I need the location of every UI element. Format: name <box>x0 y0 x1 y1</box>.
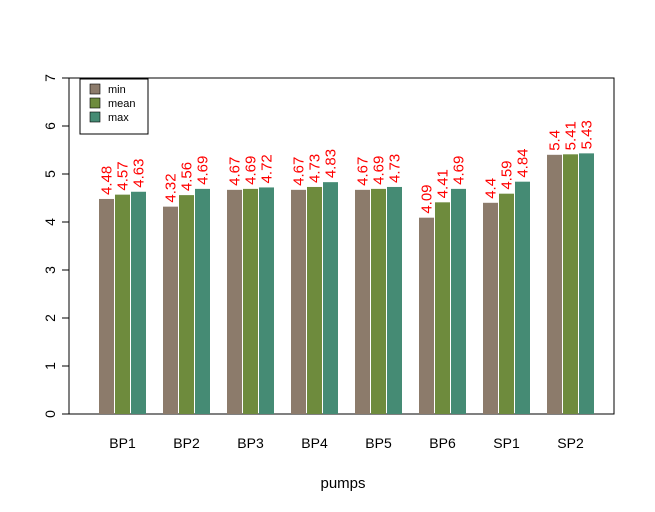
bar-mean-SP1 <box>499 193 514 414</box>
bar-min-BP5 <box>355 189 370 414</box>
bar-max-BP5 <box>387 186 402 414</box>
data-label: 4.73 <box>307 154 324 183</box>
x-tick-labels: BP1 BP2 BP3 BP4 BP5 BP6 SP1 SP2 <box>109 435 584 451</box>
data-label: 4.73 <box>387 154 404 183</box>
data-label: 4.67 <box>355 157 372 186</box>
y-tick-label: 5 <box>42 170 58 178</box>
bar-max-BP1 <box>131 191 146 414</box>
bars-group <box>99 153 594 415</box>
bar-max-SP2 <box>579 153 594 415</box>
x-tick-label: BP2 <box>173 435 200 451</box>
data-label: 4.48 <box>99 166 116 195</box>
y-axis: 0 1 2 3 4 5 6 7 <box>42 74 70 418</box>
x-tick-label: BP3 <box>237 435 264 451</box>
legend-label-mean: mean <box>108 98 136 110</box>
legend-label-min: min <box>108 84 126 96</box>
legend: min mean max <box>79 78 149 135</box>
y-tick-label: 0 <box>42 410 58 418</box>
legend-swatch-min <box>89 83 101 95</box>
data-label: 4.69 <box>243 156 260 185</box>
bar-mean-BP5 <box>371 188 386 414</box>
data-label: 4.56 <box>179 162 196 191</box>
data-label: 5.4 <box>547 130 564 151</box>
y-tick-label: 7 <box>42 74 58 82</box>
x-tick-label: SP1 <box>493 435 520 451</box>
x-tick-label: SP2 <box>557 435 584 451</box>
bar-max-BP6 <box>451 188 466 414</box>
data-label: 4.69 <box>371 156 388 185</box>
bar-mean-BP2 <box>179 195 194 414</box>
x-axis-title: pumps <box>320 475 365 492</box>
y-tick-label: 3 <box>42 266 58 274</box>
data-label: 4.72 <box>259 154 276 183</box>
x-tick-label: BP6 <box>429 435 456 451</box>
data-labels-group: 4.48 4.57 4.634.32 4.56 4.69 4.67 4.69 4.72 4.67… <box>99 120 596 214</box>
bar-mean-BP4 <box>307 186 322 414</box>
bar-max-BP2 <box>195 188 210 414</box>
data-label: 4.59 <box>499 160 516 189</box>
y-tick-label: 2 <box>42 314 58 322</box>
bar-min-BP4 <box>291 189 306 414</box>
data-label: 4.4 <box>483 178 500 199</box>
data-label: 4.69 <box>451 156 468 185</box>
bar-min-BP3 <box>227 189 242 414</box>
data-label: 4.41 <box>435 169 452 198</box>
legend-label-max: max <box>108 112 129 124</box>
data-label: 4.67 <box>227 157 244 186</box>
plot-frame <box>68 77 615 415</box>
legend-swatch-mean <box>89 97 101 109</box>
y-tick-label: 4 <box>42 218 58 226</box>
bar-mean-SP2 <box>563 154 578 414</box>
data-label: 4.84 <box>515 148 532 177</box>
data-label: 5.41 <box>563 121 580 150</box>
legend-swatch-max <box>89 111 101 123</box>
bar-min-SP1 <box>483 202 498 414</box>
bar-max-BP4 <box>323 182 338 414</box>
bar-min-SP2 <box>547 154 562 415</box>
data-label: 4.32 <box>163 173 180 202</box>
data-label: 4.67 <box>291 157 308 186</box>
bar-min-BP2 <box>163 206 178 414</box>
data-label: 4.09 <box>419 184 436 213</box>
x-tick-label: BP4 <box>301 435 328 451</box>
data-label: 5.43 <box>579 120 596 149</box>
x-tick-label: BP1 <box>109 435 136 451</box>
data-label: 4.63 <box>131 159 148 188</box>
bar-min-BP1 <box>99 198 114 414</box>
bar-max-SP1 <box>515 181 530 414</box>
bar-mean-BP3 <box>243 188 258 414</box>
bar-mean-BP6 <box>435 202 450 414</box>
y-tick-label: 6 <box>42 122 58 130</box>
data-label: 4.83 <box>323 149 340 178</box>
data-label: 4.57 <box>115 161 132 190</box>
y-tick-label: 1 <box>42 362 58 370</box>
bar-min-BP6 <box>419 217 434 414</box>
bar-max-BP3 <box>259 187 274 414</box>
bar-mean-BP1 <box>115 194 130 414</box>
x-tick-label: BP5 <box>365 435 392 451</box>
data-label: 4.69 <box>195 156 212 185</box>
